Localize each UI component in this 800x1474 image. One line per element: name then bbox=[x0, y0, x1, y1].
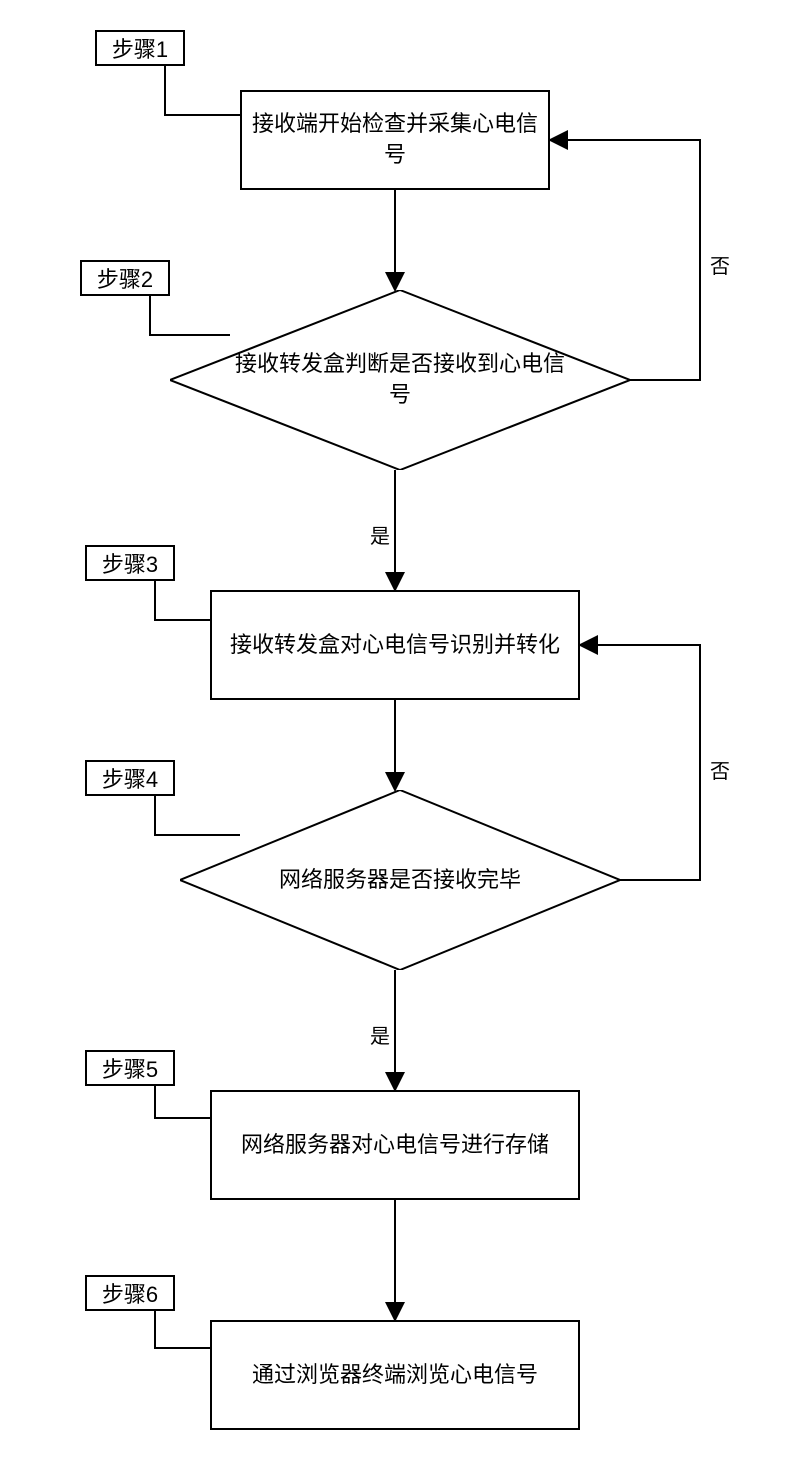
flow-decision-n2: 接收转发盒判断是否接收到心电信号 bbox=[170, 290, 630, 470]
step-label-text: 步骤1 bbox=[112, 32, 168, 64]
edge-label: 否 bbox=[710, 250, 730, 279]
edge-label-text: 否 bbox=[710, 761, 730, 783]
step-label-text: 步骤5 bbox=[102, 1052, 158, 1084]
flow-node-n3: 接收转发盒对心电信号识别并转化 bbox=[210, 590, 580, 700]
step-label-s1: 步骤1 bbox=[95, 30, 185, 66]
flow-decision-label: 网络服务器是否接收完毕 bbox=[279, 865, 521, 896]
flow-decision-n4: 网络服务器是否接收完毕 bbox=[180, 790, 620, 970]
step-label-s6: 步骤6 bbox=[85, 1275, 175, 1311]
edge-label-text: 否 bbox=[710, 256, 730, 278]
step-label-s3: 步骤3 bbox=[85, 545, 175, 581]
flow-node-label: 接收转发盒对心电信号识别并转化 bbox=[230, 630, 560, 661]
flow-node-n6: 通过浏览器终端浏览心电信号 bbox=[210, 1320, 580, 1430]
flow-node-label: 通过浏览器终端浏览心电信号 bbox=[252, 1360, 538, 1391]
flow-decision-label: 接收转发盒判断是否接收到心电信号 bbox=[230, 349, 570, 411]
flow-node-label: 接收端开始检查并采集心电信号 bbox=[250, 109, 540, 171]
step-label-text: 步骤6 bbox=[102, 1277, 158, 1309]
flowchart-canvas: 接收端开始检查并采集心电信号接收转发盒判断是否接收到心电信号接收转发盒对心电信号… bbox=[0, 0, 800, 1474]
edge-label-text: 是 bbox=[370, 526, 390, 548]
edge-label: 是 bbox=[370, 520, 390, 549]
step-label-text: 步骤2 bbox=[97, 262, 153, 294]
edge-label: 否 bbox=[710, 755, 730, 784]
edge-label: 是 bbox=[370, 1020, 390, 1049]
step-label-text: 步骤4 bbox=[102, 762, 158, 794]
step-label-s4: 步骤4 bbox=[85, 760, 175, 796]
flow-node-label: 网络服务器对心电信号进行存储 bbox=[241, 1130, 549, 1161]
step-label-s5: 步骤5 bbox=[85, 1050, 175, 1086]
flow-node-n1: 接收端开始检查并采集心电信号 bbox=[240, 90, 550, 190]
step-label-s2: 步骤2 bbox=[80, 260, 170, 296]
step-label-text: 步骤3 bbox=[102, 547, 158, 579]
edge-label-text: 是 bbox=[370, 1026, 390, 1048]
flow-node-n5: 网络服务器对心电信号进行存储 bbox=[210, 1090, 580, 1200]
